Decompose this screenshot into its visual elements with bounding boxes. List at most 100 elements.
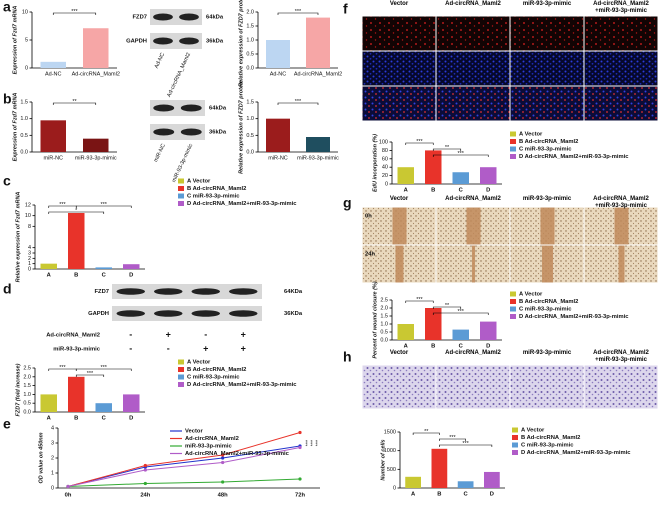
bar — [95, 403, 112, 412]
size-label: 36kDa — [209, 130, 227, 136]
significance-bracket — [48, 211, 105, 214]
significance-bracket — [432, 306, 462, 309]
data-point — [221, 453, 225, 457]
legend-swatch — [178, 201, 184, 206]
y-tick-label: 1000 — [384, 448, 396, 454]
significance-bracket — [52, 102, 97, 105]
legend-swatch — [510, 131, 516, 137]
panel-letter: b — [3, 91, 12, 107]
y-tick-label: 0 — [25, 65, 28, 71]
x-tick-label: A — [47, 273, 52, 279]
y-axis-label: Expression of Fzd7 mRNA — [12, 93, 18, 162]
x-tick-label: C — [102, 273, 107, 279]
significance-bracket — [75, 205, 132, 208]
legend-label: A Vector — [519, 292, 543, 298]
x-tick-label: B — [74, 273, 78, 279]
bar — [306, 17, 330, 69]
blot-band — [191, 310, 220, 317]
x-tick-label: miR-NC — [43, 155, 63, 161]
y-tick-label: 3 — [51, 440, 54, 446]
y-tick-label: 80 — [382, 148, 388, 154]
x-tick-label: Ad-circRNA_Maml2 — [294, 71, 342, 77]
panel-letter: f — [343, 1, 348, 17]
significance-bracket — [277, 102, 319, 105]
y-tick-label: 1.5 — [246, 99, 254, 105]
x-tick-label: D — [486, 188, 490, 194]
legend-swatch — [512, 427, 518, 433]
bar — [123, 264, 140, 269]
x-tick-label: D — [129, 416, 133, 422]
y-tick-label: 12 — [25, 202, 31, 208]
legend-swatch — [510, 299, 516, 304]
blot-band — [153, 13, 173, 21]
size-label: 36KDa — [284, 311, 303, 317]
bar — [266, 40, 290, 68]
column-label: miR-93-3p-mimic — [522, 196, 572, 202]
y-tick-label: 60 — [382, 156, 388, 162]
x-tick-label: C — [102, 416, 107, 422]
column-label: Ad-circRNA_Maml2 — [445, 350, 501, 356]
condition-sign: - — [129, 329, 132, 339]
series-line — [67, 445, 301, 487]
y-tick-label: 1.0 — [23, 392, 31, 398]
y-tick-label: 500 — [387, 467, 396, 473]
y-tick-label: 10 — [22, 9, 28, 15]
y-tick-label: 2.0 — [23, 374, 31, 380]
bar — [405, 476, 421, 488]
significance-bracket — [439, 444, 493, 447]
row-label: 24h — [365, 252, 375, 258]
legend-label: D Ad-circRNA_Maml2+miR-93-3p-mimic — [519, 154, 629, 160]
significance-bracket — [75, 374, 105, 377]
significance-label: *** — [101, 202, 108, 208]
y-tick-label: 0.5 — [23, 401, 31, 407]
blot-strip — [150, 124, 205, 140]
legend-label: Ad-circRNA_Maml2+miR-93-3p-mimic — [185, 451, 290, 457]
y-tick-label: 0.5 — [246, 51, 254, 57]
data-point — [143, 463, 147, 468]
x-tick-label: 24h — [140, 493, 150, 499]
x-tick-label: miR-NC — [268, 155, 288, 161]
blot-band — [116, 288, 145, 295]
micrograph — [510, 86, 584, 121]
y-tick-label: 1 — [28, 261, 31, 267]
bar — [266, 118, 290, 152]
legend-swatch — [178, 359, 184, 365]
legend-label: B Ad-circRNA_Maml2 — [187, 367, 246, 373]
micrograph — [510, 51, 584, 86]
wound-gap — [618, 245, 625, 283]
y-axis-label: OD value on 450nm — [38, 432, 44, 483]
data-point — [221, 480, 225, 484]
data-point — [298, 445, 302, 450]
column-label: Ad-circRNA_Maml2 — [445, 196, 501, 202]
significance-label: *** — [458, 309, 465, 315]
y-tick-label: 1.5 — [23, 383, 31, 389]
bar — [40, 61, 66, 68]
legend-swatch — [178, 186, 184, 191]
blot-band — [153, 128, 175, 136]
x-tick-label: A — [404, 344, 409, 350]
condition-sign: + — [203, 343, 208, 353]
x-tick-label: 48h — [218, 493, 228, 499]
column-label: Vector — [389, 196, 409, 202]
significance-bracket — [405, 300, 434, 303]
y-tick-label: 1.5 — [246, 23, 254, 29]
legend-label: B Ad-circRNA_Maml2 — [519, 299, 578, 305]
y-tick-label: 0.0 — [20, 149, 28, 155]
x-tick-label: miR-93-3p-mimic — [297, 155, 339, 161]
blot-band — [153, 37, 173, 45]
blot-band — [180, 104, 202, 112]
y-axis-label: Expression of Fzd7 mRNA — [12, 6, 18, 75]
x-tick-label: B — [74, 416, 78, 422]
condition-sign: + — [241, 343, 246, 353]
wound-gap — [542, 245, 553, 283]
y-tick-label: 2.5 — [23, 365, 31, 371]
x-tick-label: 72h — [295, 493, 305, 499]
blot-band — [154, 310, 183, 317]
x-tick-label: B — [431, 344, 435, 350]
wound-gap — [614, 207, 629, 245]
micrograph — [436, 16, 510, 51]
x-tick-label: Ad-NC — [45, 71, 62, 77]
x-tick-label: A — [411, 492, 416, 498]
y-tick-label: 0.5 — [380, 329, 388, 335]
